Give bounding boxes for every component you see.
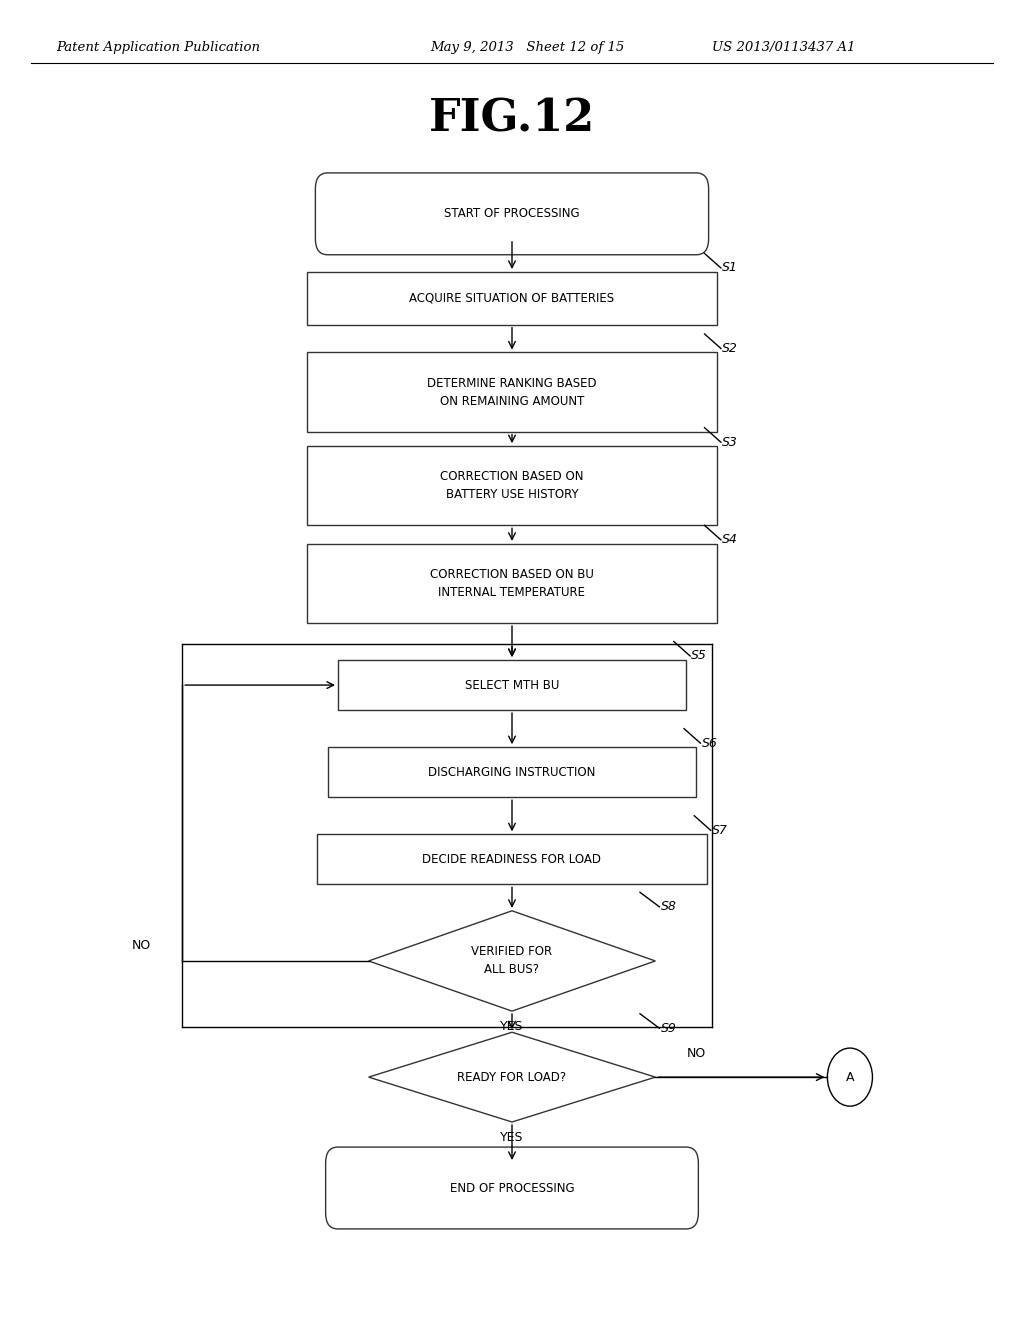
Text: US 2013/0113437 A1: US 2013/0113437 A1 xyxy=(712,41,855,54)
Text: DETERMINE RANKING BASED
ON REMAINING AMOUNT: DETERMINE RANKING BASED ON REMAINING AMO… xyxy=(427,376,597,408)
FancyBboxPatch shape xyxy=(315,173,709,255)
Bar xyxy=(317,834,707,884)
Text: NO: NO xyxy=(687,1047,706,1060)
Text: END OF PROCESSING: END OF PROCESSING xyxy=(450,1181,574,1195)
FancyBboxPatch shape xyxy=(326,1147,698,1229)
Text: DISCHARGING INSTRUCTION: DISCHARGING INSTRUCTION xyxy=(428,766,596,779)
Text: S7: S7 xyxy=(712,824,728,837)
Text: READY FOR LOAD?: READY FOR LOAD? xyxy=(458,1071,566,1084)
Polygon shape xyxy=(369,1032,655,1122)
Bar xyxy=(307,446,717,525)
Text: DECIDE READINESS FOR LOAD: DECIDE READINESS FOR LOAD xyxy=(423,853,601,866)
Text: S4: S4 xyxy=(722,533,738,546)
Text: S2: S2 xyxy=(722,342,738,355)
Text: May 9, 2013   Sheet 12 of 15: May 9, 2013 Sheet 12 of 15 xyxy=(430,41,625,54)
Text: S8: S8 xyxy=(660,900,677,913)
Text: S3: S3 xyxy=(722,436,738,449)
Bar xyxy=(338,660,686,710)
Text: ACQUIRE SITUATION OF BATTERIES: ACQUIRE SITUATION OF BATTERIES xyxy=(410,292,614,305)
Text: YES: YES xyxy=(501,1131,523,1144)
Bar xyxy=(307,272,717,325)
Bar xyxy=(307,544,717,623)
Text: S1: S1 xyxy=(722,261,738,275)
Text: CORRECTION BASED ON
BATTERY USE HISTORY: CORRECTION BASED ON BATTERY USE HISTORY xyxy=(440,470,584,502)
Text: S9: S9 xyxy=(660,1022,677,1035)
Text: NO: NO xyxy=(132,939,151,952)
Text: S5: S5 xyxy=(691,649,708,663)
Text: Patent Application Publication: Patent Application Publication xyxy=(56,41,260,54)
Polygon shape xyxy=(369,911,655,1011)
Text: A: A xyxy=(846,1071,854,1084)
Text: VERIFIED FOR
ALL BUS?: VERIFIED FOR ALL BUS? xyxy=(471,945,553,977)
Bar xyxy=(328,747,696,797)
Text: FIG.12: FIG.12 xyxy=(429,98,595,140)
Text: YES: YES xyxy=(501,1020,523,1034)
Text: SELECT MTH BU: SELECT MTH BU xyxy=(465,678,559,692)
Text: CORRECTION BASED ON BU
INTERNAL TEMPERATURE: CORRECTION BASED ON BU INTERNAL TEMPERAT… xyxy=(430,568,594,599)
Bar xyxy=(307,352,717,432)
Text: START OF PROCESSING: START OF PROCESSING xyxy=(444,207,580,220)
Text: S6: S6 xyxy=(701,737,718,750)
